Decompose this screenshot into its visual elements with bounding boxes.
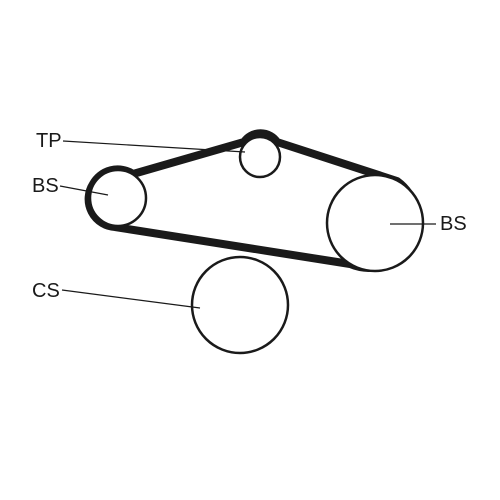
label-bs-right: BS [440, 213, 467, 236]
belt-diagram: TP BS CS BS [0, 0, 500, 500]
label-bs-left: BS [32, 175, 59, 198]
pulley-bs-left [90, 170, 146, 226]
pulley-tp [240, 137, 280, 177]
pulley-cs [192, 257, 288, 353]
label-tp: TP [36, 130, 62, 153]
leader-line [62, 290, 200, 308]
label-cs: CS [32, 280, 60, 303]
pulley-bs-right [327, 175, 423, 271]
diagram-svg [0, 0, 500, 500]
